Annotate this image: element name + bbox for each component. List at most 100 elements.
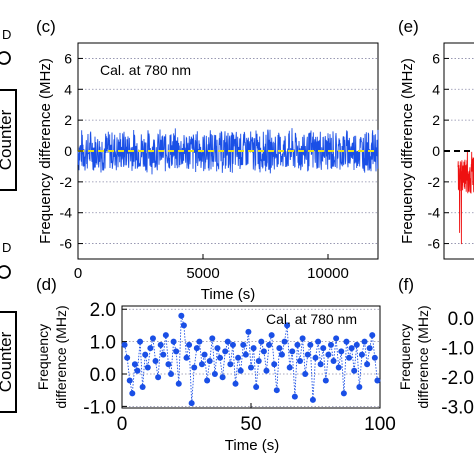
diode-letter-bottom: D — [2, 240, 11, 255]
data-point-d — [240, 341, 247, 348]
data-point-d — [286, 364, 293, 371]
ylabel-d-line1: Frequency — [35, 324, 51, 390]
series-line-d — [124, 315, 378, 404]
data-point-d — [196, 338, 203, 345]
data-point-d — [307, 341, 314, 348]
ticks-d: -1.0 0.0 1.0 2.0 0 50 100 — [83, 300, 396, 435]
data-point-d — [126, 377, 133, 384]
trace-e — [444, 150, 474, 245]
photodiode-icon-bottom — [0, 265, 11, 279]
ticks-c: -6 -4 -2 0 2 4 6 0 5000 10000 — [60, 50, 349, 282]
data-point-d — [327, 341, 334, 348]
panel-d: (d) -1.0 0.0 1.0 2.0 0 50 100 Cal. at 780 nm T… — [35, 275, 396, 454]
xtick-label-d-0: 0 — [117, 414, 128, 435]
data-point-d — [371, 354, 378, 361]
data-point-d — [294, 341, 301, 348]
data-point-d — [162, 332, 169, 339]
ylabel-e: Frequency difference (MHz) — [399, 58, 416, 244]
data-point-d — [353, 341, 360, 348]
data-point-d — [237, 367, 244, 374]
ytick-label-f-2: -2.0 — [441, 368, 474, 389]
data-point-d — [211, 371, 218, 377]
data-point-d — [155, 374, 162, 381]
ticks-f: 0.0 -1.0 -2.0 -3.0 — [441, 309, 474, 419]
data-point-d — [276, 345, 283, 352]
data-point-d — [139, 383, 146, 390]
data-point-d — [302, 371, 309, 377]
ylabel-f-line1: Frequency — [397, 324, 413, 390]
ytick-label-d-0: -1.0 — [83, 397, 116, 418]
ytick-label-e-4: 2 — [432, 112, 440, 128]
data-point-d — [121, 341, 128, 348]
data-point-d — [124, 354, 131, 361]
data-point-d — [335, 364, 342, 371]
data-point-d — [340, 390, 347, 397]
data-point-d — [134, 367, 141, 374]
data-point-d — [204, 377, 211, 384]
data-point-d — [366, 345, 373, 352]
series-line-c — [77, 128, 379, 175]
ytick-label-c-0: -6 — [60, 236, 73, 252]
data-point-d — [147, 345, 154, 352]
data-point-d — [188, 400, 195, 407]
data-point-d — [152, 358, 159, 365]
data-point-d — [149, 335, 156, 342]
counter-label-top: Counter — [0, 109, 15, 170]
data-point-d — [180, 322, 187, 329]
xtick-label-c-2: 10000 — [307, 265, 349, 282]
data-point-d — [219, 374, 226, 381]
photodiode-icon-top — [0, 51, 11, 65]
panel-e: (e) -6 -4 -2 0 2 4 6 Frequency difference (MHz… — [398, 17, 474, 260]
data-point-d — [170, 338, 177, 345]
data-point-d — [242, 351, 249, 358]
data-point-d — [361, 338, 368, 345]
ytick-label-c-5: 4 — [64, 81, 72, 97]
data-point-d — [266, 341, 273, 348]
data-point-d — [131, 361, 138, 368]
annotation-c: Cal. at 780 nm — [100, 62, 191, 78]
diode-letter-top: D — [2, 27, 11, 42]
ytick-label-d-3: 2.0 — [90, 300, 116, 321]
data-point-d — [248, 364, 254, 371]
ylabel-c: Frequency difference (MHz) — [37, 58, 54, 244]
data-point-d — [157, 341, 164, 348]
series-line-e — [457, 150, 474, 245]
xtick-label-d-2: 100 — [364, 414, 396, 435]
data-point-d — [284, 322, 291, 329]
xlabel-c: Time (s) — [201, 286, 255, 303]
data-point-d — [333, 335, 340, 342]
panel-f: (f) 0.0 -1.0 -2.0 -3.0 Frequency difference… — [397, 275, 474, 419]
ytick-label-c-6: 6 — [64, 50, 72, 66]
ytick-label-e-3: 0 — [432, 143, 440, 159]
data-point-d — [255, 358, 262, 365]
ticks-e: -6 -4 -2 0 2 4 6 — [428, 50, 449, 252]
data-point-d — [253, 383, 260, 390]
data-point-d — [291, 393, 298, 400]
data-point-d — [297, 358, 304, 365]
data-point-d — [325, 351, 332, 358]
data-point-d — [322, 377, 329, 384]
data-point-d — [338, 348, 345, 355]
panel-letter-f: (f) — [398, 275, 414, 294]
ytick-label-f-0: 0.0 — [448, 309, 474, 330]
data-point-d — [346, 354, 353, 361]
ytick-label-e-5: 4 — [432, 81, 440, 97]
data-point-d — [260, 348, 267, 355]
data-point-d — [250, 345, 257, 352]
xtick-label-d-1: 50 — [240, 414, 261, 435]
ytick-label-e-1: -4 — [428, 205, 441, 221]
annotation-d: Cal. at 780 nm — [266, 311, 357, 327]
data-point-d — [217, 354, 224, 361]
data-point-d — [235, 354, 242, 361]
panel-letter-d: (d) — [36, 275, 57, 294]
data-point-d — [268, 332, 275, 339]
data-point-d — [299, 335, 306, 342]
data-point-d — [224, 338, 231, 345]
data-point-d — [144, 364, 151, 371]
xtick-label-c-1: 5000 — [186, 265, 219, 282]
ytick-label-e-6: 6 — [432, 50, 440, 66]
data-point-d — [173, 348, 180, 355]
data-point-d — [137, 338, 144, 345]
ytick-label-c-1: -4 — [60, 205, 73, 221]
ytick-label-f-1: -1.0 — [441, 339, 474, 360]
